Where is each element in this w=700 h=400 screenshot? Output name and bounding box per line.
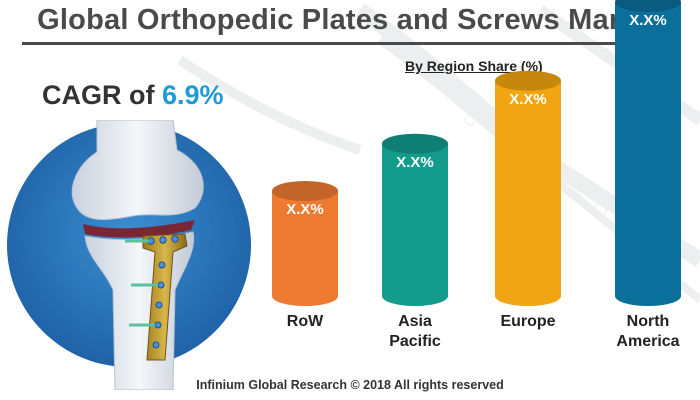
bar-1	[382, 133, 448, 306]
bar-2	[495, 70, 561, 306]
page-title: Global Orthopedic Plates and Screws Mark…	[37, 4, 663, 36]
category-label-0: RoW	[287, 313, 324, 330]
category-label-3: North America	[616, 313, 679, 350]
bar-value-label-2: X.X%	[509, 91, 547, 108]
chart-subtitle: By Region Share (%)	[405, 58, 543, 74]
bar-value-label-0: X.X%	[286, 201, 324, 218]
cagr-value: 6.9%	[162, 80, 224, 110]
bar-3	[615, 0, 681, 306]
cagr-callout: CAGR of 6.9%	[42, 80, 224, 111]
knee-implant-illustration	[7, 120, 251, 390]
title-underline	[22, 42, 678, 45]
cagr-label: CAGR of	[42, 80, 155, 110]
bar-value-label-3: X.X%	[629, 12, 667, 29]
bar-0	[272, 181, 338, 306]
footer-credit: Infinium Global Research © 2018 All righ…	[196, 378, 504, 392]
category-label-1: Asia Pacific	[389, 313, 441, 350]
category-label-2: Europe	[500, 313, 555, 330]
bar-value-label-1: X.X%	[396, 154, 434, 171]
